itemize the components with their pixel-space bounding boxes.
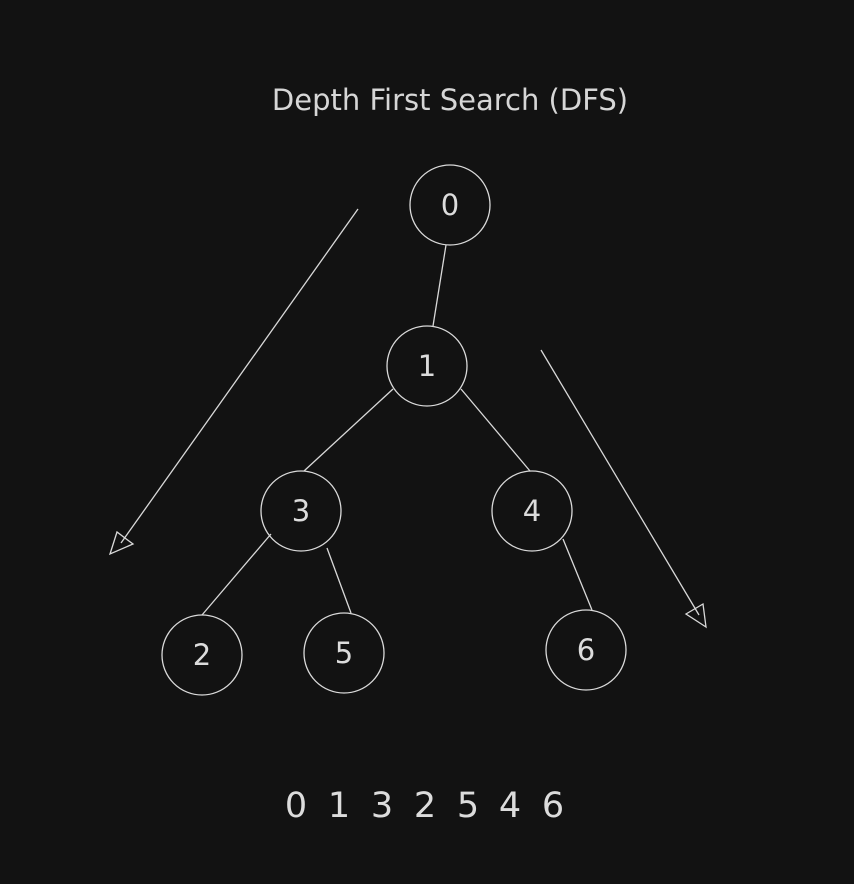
node-4-circle [491,470,573,552]
node-1: 1 [386,325,468,407]
edge-4-6 [562,538,593,611]
node-2: 2 [161,614,243,696]
node-2-label: 2 [193,638,211,672]
right-arrow-line [540,349,700,616]
traversal-order: 0 1 3 2 5 4 6 [285,786,564,826]
edge-0-1 [432,244,447,327]
node-3: 3 [260,470,342,552]
traversal-item: 2 [414,786,436,826]
edge-3-2 [201,533,272,616]
node-1-label: 1 [418,349,436,383]
left-arrow-head-icon [108,530,135,556]
node-5-circle [303,612,385,694]
traversal-item: 6 [542,786,564,826]
node-4: 4 [491,470,573,552]
left-traversal-arrow [108,208,359,556]
node-5-label: 5 [335,636,353,670]
node-6-label: 6 [577,633,595,667]
right-traversal-arrow [540,349,707,629]
edge-3-5 [326,547,352,614]
left-arrow-line [120,208,359,544]
traversal-item: 0 [285,786,307,826]
node-3-circle [260,470,342,552]
traversal-item: 1 [328,786,350,826]
node-6-circle [545,609,627,691]
node-0-circle [409,164,491,246]
node-0-label: 0 [441,188,459,222]
edges-group [201,244,593,616]
node-3-label: 3 [292,494,310,528]
edge-1-3 [303,388,394,472]
node-0: 0 [409,164,491,246]
node-1-circle [386,325,468,407]
node-5: 5 [303,612,385,694]
traversal-item: 5 [457,786,479,826]
node-6: 6 [545,609,627,691]
traversal-item: 3 [371,786,393,826]
traversal-item: 4 [499,786,521,826]
edge-1-4 [460,388,531,472]
node-2-circle [161,614,243,696]
right-arrow-head-icon [684,602,707,629]
node-4-label: 4 [523,494,541,528]
diagram-title: Depth First Search (DFS) [272,83,628,117]
